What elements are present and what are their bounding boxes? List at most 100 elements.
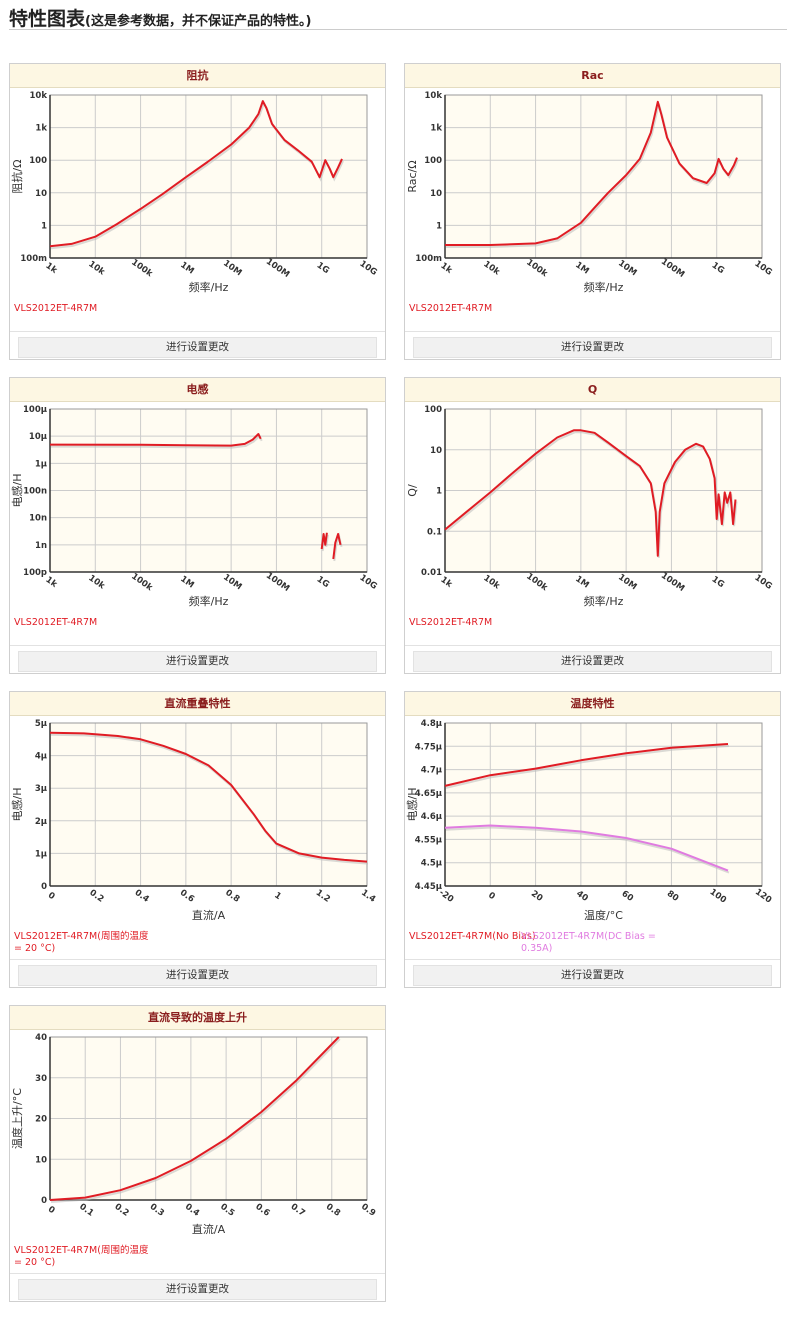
x-tick-label: 0.8	[223, 888, 241, 905]
series-line	[332, 533, 342, 560]
plot-area	[445, 723, 762, 886]
x-tick-label: 1G	[315, 261, 331, 277]
y-tick-label: 100μ	[23, 405, 47, 415]
series-line	[444, 824, 729, 872]
page-title: 特性图表(这是参考数据，并不保证产品的特性。)	[9, 4, 311, 31]
plot-area	[445, 95, 762, 258]
change-settings-button[interactable]: 进行设置更改	[18, 651, 377, 672]
y-tick-label: 1μ	[35, 849, 47, 859]
x-tick-label: 10G	[358, 573, 379, 592]
x-axis-title: 频率/Hz	[584, 594, 624, 608]
change-settings-button[interactable]: 进行设置更改	[413, 337, 772, 358]
x-tick-label: 10G	[753, 573, 774, 592]
change-settings-button[interactable]: 进行设置更改	[413, 651, 772, 672]
x-tick-label: 10k	[481, 573, 501, 591]
x-tick-label: 0.8	[324, 1202, 342, 1219]
x-tick-label: 1	[272, 891, 283, 903]
chart-card-temp-rise: 直流导致的温度上升 0 0.1 0.2 0.3 0.4 0.5 0.6 0.7 0.8 0.9 0 1…	[9, 1005, 386, 1302]
x-tick-label: 1M	[573, 260, 591, 276]
x-tick-label: 0	[486, 891, 497, 903]
x-tick-label: 10k	[86, 259, 106, 277]
series-shadow	[50, 1038, 341, 1203]
legend-entry: VLS2012ET-4R7M(DC Bias = 0.35A)	[521, 931, 656, 954]
change-settings-button[interactable]: 进行设置更改	[413, 965, 772, 986]
series-line	[444, 429, 737, 557]
x-tick-label: 100M	[264, 571, 291, 594]
x-tick-label: 0.9	[359, 1202, 377, 1219]
y-tick-label: 10	[35, 1155, 47, 1165]
chart-title: 直流导致的温度上升	[10, 1006, 385, 1030]
legend-entry: VLS2012ET-4R7M	[14, 617, 98, 628]
y-axis-title: 温度上升/°C	[10, 1088, 24, 1149]
y-tick-label: 0.1	[427, 527, 442, 537]
chart-title: Rac	[405, 64, 780, 88]
page-title-main: 特性图表	[9, 8, 86, 30]
x-tick-label: 0.6	[253, 1202, 271, 1219]
x-tick-label: 0	[46, 891, 57, 903]
legend-entry: VLS2012ET-4R7M	[409, 303, 493, 314]
x-axis-title: 频率/Hz	[189, 594, 229, 608]
change-settings-button[interactable]: 进行设置更改	[18, 965, 377, 986]
y-tick-label: 4.6μ	[421, 812, 442, 822]
y-tick-label: 1n	[35, 541, 47, 551]
x-axis-title: 频率/Hz	[584, 280, 624, 294]
series-shadow	[445, 826, 730, 874]
title-divider	[9, 29, 787, 30]
chart-title: 电感	[10, 378, 385, 402]
y-axis-title: 阻抗/Ω	[10, 159, 24, 193]
series-line	[49, 731, 368, 863]
x-tick-label: 100M	[659, 257, 686, 280]
chart-title: 阻抗	[10, 64, 385, 88]
x-tick-label: 100M	[659, 571, 686, 594]
x-tick-label: 40	[574, 889, 589, 904]
card-footer: 进行设置更改	[405, 645, 780, 675]
chart-card-rac: Rac 1k 10k 100k 1M 10M 100M 1G 10G 100m 1 10 100 1k 1…	[404, 63, 781, 360]
series-line	[49, 1036, 340, 1201]
x-axis-title: 直流/A	[192, 1222, 226, 1236]
x-tick-label: 0.3	[148, 1202, 166, 1219]
chart-card-impedance: 阻抗 1k 10k 100k 1M 10M 100M 1G 10G 100m 1 10 100 1k 10…	[9, 63, 386, 360]
legend-entry: VLS2012ET-4R7M(周围的温度 = 20 °C)	[14, 931, 149, 954]
card-footer: 进行设置更改	[10, 959, 385, 989]
x-tick-label: 1M	[573, 574, 591, 590]
card-footer: 进行设置更改	[10, 331, 385, 361]
series-line	[49, 100, 343, 248]
y-tick-label: 30	[35, 1074, 47, 1084]
change-settings-button[interactable]: 进行设置更改	[18, 337, 377, 358]
x-tick-label: 120	[753, 887, 773, 905]
x-tick-label: 0	[46, 1205, 57, 1217]
series-line	[49, 433, 262, 447]
x-tick-label: 0.2	[113, 1202, 131, 1219]
y-tick-label: 40	[35, 1033, 47, 1043]
x-tick-label: 10M	[221, 572, 243, 592]
x-tick-label: 1.2	[314, 888, 332, 905]
y-tick-label: 20	[35, 1115, 47, 1125]
x-tick-label: 20	[529, 889, 544, 904]
y-tick-label: 10n	[29, 514, 47, 524]
y-tick-label: 4.55μ	[415, 835, 442, 845]
chart-card-q: Q 1k 10k 100k 1M 10M 100M 1G 10G 0.01 0.1 1 10 100 频率…	[404, 377, 781, 674]
x-tick-label: 80	[665, 889, 680, 904]
y-tick-label: 1k	[430, 124, 442, 134]
x-tick-label: 100M	[264, 257, 291, 280]
series-shadow	[445, 431, 738, 558]
series-line	[320, 532, 328, 550]
y-tick-label: 10	[430, 446, 442, 456]
series-shadow	[445, 745, 730, 789]
series-line	[445, 100, 738, 246]
y-tick-label: 4μ	[35, 752, 47, 762]
y-tick-label: 10k	[30, 91, 48, 101]
chart-temp-rise: 0 0.1 0.2 0.3 0.4 0.5 0.6 0.7 0.8 0.9 0 10 20 30 40 直流/…	[10, 1033, 377, 1236]
y-tick-label: 100p	[23, 568, 47, 578]
x-tick-label: 1G	[710, 575, 726, 591]
card-footer: 进行设置更改	[405, 331, 780, 361]
x-tick-label: 1.4	[359, 888, 377, 905]
chart-card-temperature: 温度特性 -20 0 20 40 60 80 100 120 4.45μ 4.5μ 4.55μ 4.6…	[404, 691, 781, 988]
y-axis-title: 电感/H	[11, 474, 24, 508]
y-axis-title: Q/	[406, 484, 419, 497]
change-settings-button[interactable]: 进行设置更改	[18, 1279, 377, 1300]
x-tick-label: 10M	[221, 258, 243, 278]
chart-title: 直流重叠特性	[10, 692, 385, 716]
chart-rac: 1k 10k 100k 1M 10M 100M 1G 10G100m1101001k10k频率…	[406, 91, 774, 294]
y-tick-label: 1	[436, 487, 442, 497]
